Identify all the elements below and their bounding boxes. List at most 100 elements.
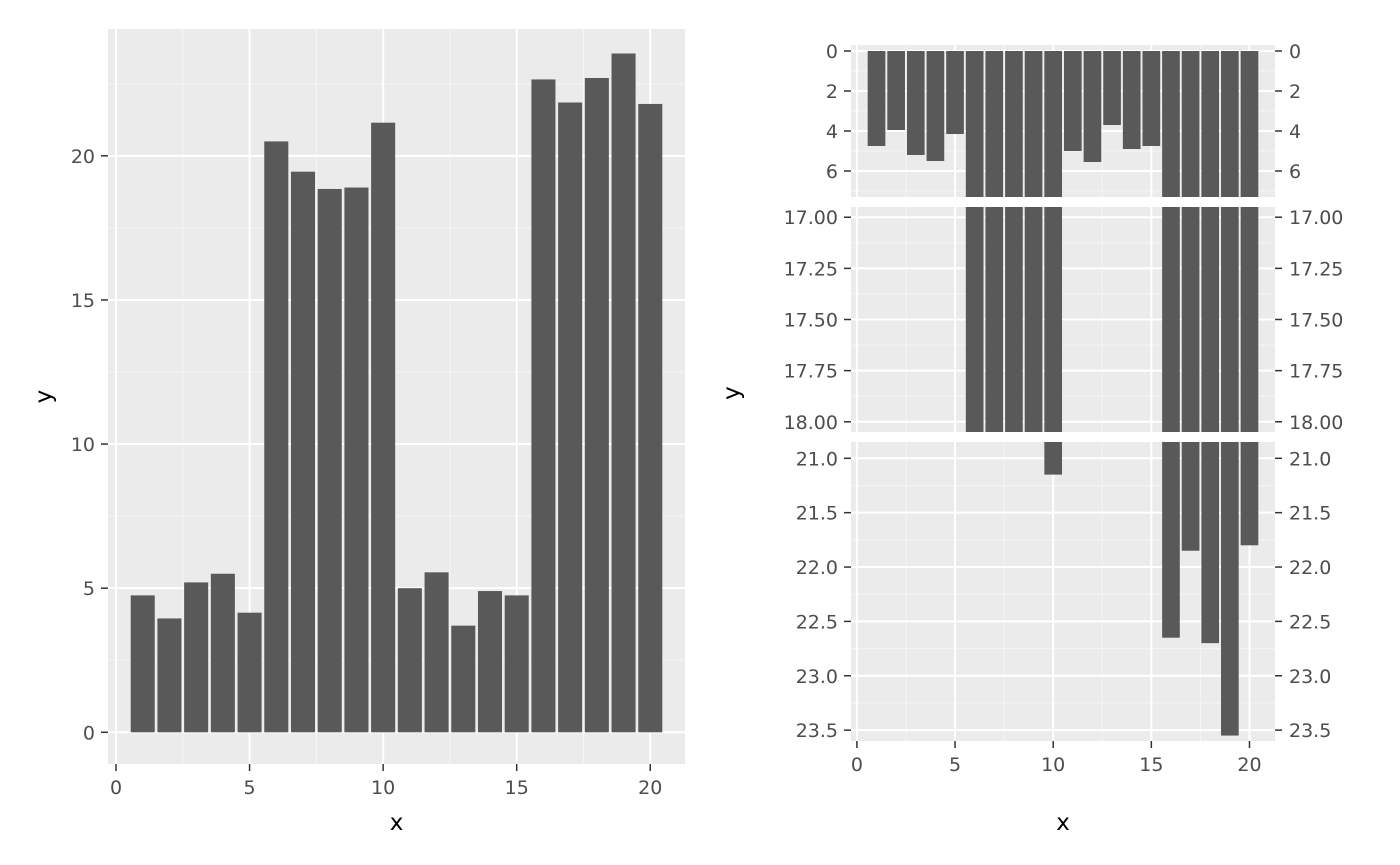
bar: [184, 582, 209, 733]
y-tick-label-left: 0: [826, 41, 838, 63]
bar: [1240, 207, 1259, 432]
x-tick-label: 0: [851, 754, 863, 776]
bar: [477, 591, 503, 733]
bar: [344, 187, 369, 733]
bar: [1142, 51, 1161, 146]
bar: [1221, 207, 1239, 432]
bar: [1024, 51, 1043, 197]
x-tick-label: 5: [949, 754, 961, 776]
bar: [887, 51, 905, 130]
bar: [290, 171, 316, 733]
y-tick-label-right: 23.5: [1289, 720, 1331, 742]
y-tick-label-right: 0: [1289, 41, 1301, 63]
bar: [1122, 51, 1141, 149]
bar: [1162, 442, 1180, 638]
y-tick-label-right: 22.0: [1289, 557, 1331, 579]
bar: [1103, 51, 1121, 125]
bar: [451, 625, 476, 733]
y-tick-label: 0: [83, 722, 95, 744]
y-tick-label-left: 4: [826, 121, 838, 143]
y-tick-label-left: 22.0: [796, 557, 838, 579]
y-tick-label-left: 22.5: [796, 611, 838, 633]
bar: [130, 595, 155, 733]
bar: [1044, 442, 1063, 475]
y-tick-label-right: 17.25: [1289, 258, 1343, 280]
x-axis-title: x: [1056, 810, 1070, 836]
bar: [906, 51, 925, 155]
y-tick-label-right: 4: [1289, 121, 1301, 143]
y-tick-label-right: 17.50: [1289, 310, 1343, 332]
bar: [1221, 51, 1239, 197]
bar: [1162, 207, 1180, 432]
bar: [584, 78, 609, 733]
bar: [1240, 51, 1259, 197]
bar: [1181, 442, 1200, 551]
bar: [926, 51, 945, 161]
x-tick-label: 15: [1139, 754, 1163, 776]
y-axis-title: y: [31, 390, 57, 404]
y-tick-label-left: 23.0: [796, 666, 838, 688]
bar: [504, 595, 529, 733]
y-tick-label-left: 17.00: [784, 207, 838, 229]
right-chart: 0 0 2 2 4 4 6 6 17.00 17.00 17.25 17.25 17.50 17.50 17…: [719, 41, 1343, 836]
bar: [210, 573, 235, 733]
y-tick-label-left: 21.0: [796, 448, 838, 470]
y-tick-label-right: 6: [1289, 161, 1301, 183]
y-tick-label: 15: [71, 290, 95, 312]
bar: [985, 207, 1004, 432]
y-tick-label: 5: [83, 578, 95, 600]
bar: [1162, 51, 1180, 197]
bar: [371, 122, 396, 733]
y-tick-label-left: 23.5: [796, 720, 838, 742]
bar: [157, 618, 182, 733]
y-tick-label-right: 17.00: [1289, 207, 1343, 229]
bar: [1083, 51, 1102, 162]
bar: [965, 51, 984, 197]
y-tick-label-left: 18.00: [784, 412, 838, 434]
bar: [237, 612, 262, 733]
y-tick-label-left: 2: [826, 81, 838, 103]
x-tick-label: 10: [1041, 754, 1065, 776]
y-tick-label-right: 21.5: [1289, 503, 1331, 525]
y-tick-label-right: 23.0: [1289, 666, 1331, 688]
bar: [867, 51, 886, 146]
bar: [946, 51, 964, 134]
bar: [1201, 442, 1220, 644]
y-tick-label: 20: [71, 146, 95, 168]
bar: [558, 102, 583, 733]
y-tick-label-left: 17.75: [784, 361, 838, 383]
y-tick-label-right: 21.0: [1289, 448, 1331, 470]
y-tick-label-left: 17.50: [784, 310, 838, 332]
x-tick-label: 20: [1237, 754, 1261, 776]
bar: [531, 79, 556, 733]
bar: [1201, 207, 1220, 432]
bar: [1044, 51, 1063, 197]
x-tick-label: 10: [371, 777, 395, 799]
bar: [1005, 207, 1023, 432]
y-tick-label-left: 6: [826, 161, 838, 183]
x-tick-label: 5: [244, 777, 256, 799]
bar: [1240, 442, 1259, 546]
left-chart: 0 5 10 15 20 0 5 10 15 20 x y: [31, 29, 685, 836]
bar: [317, 188, 342, 733]
y-tick-label-right: 2: [1289, 81, 1301, 103]
y-tick-label-right: 22.5: [1289, 611, 1331, 633]
x-tick-label: 20: [638, 777, 662, 799]
y-axis-title: y: [719, 386, 745, 400]
bar: [1005, 51, 1023, 197]
bar: [1181, 207, 1200, 432]
bar: [611, 53, 636, 733]
y-tick-label-left: 21.5: [796, 503, 838, 525]
bar: [397, 588, 422, 733]
bar: [264, 141, 289, 733]
bar: [1063, 51, 1082, 151]
y-tick-label: 10: [71, 434, 95, 456]
y-tick-label-right: 18.00: [1289, 412, 1343, 434]
x-axis-title: x: [390, 810, 404, 836]
bar: [965, 207, 984, 432]
x-tick-label: 15: [505, 777, 529, 799]
bar: [1201, 51, 1220, 197]
bar: [985, 51, 1004, 197]
bar: [1044, 207, 1063, 432]
